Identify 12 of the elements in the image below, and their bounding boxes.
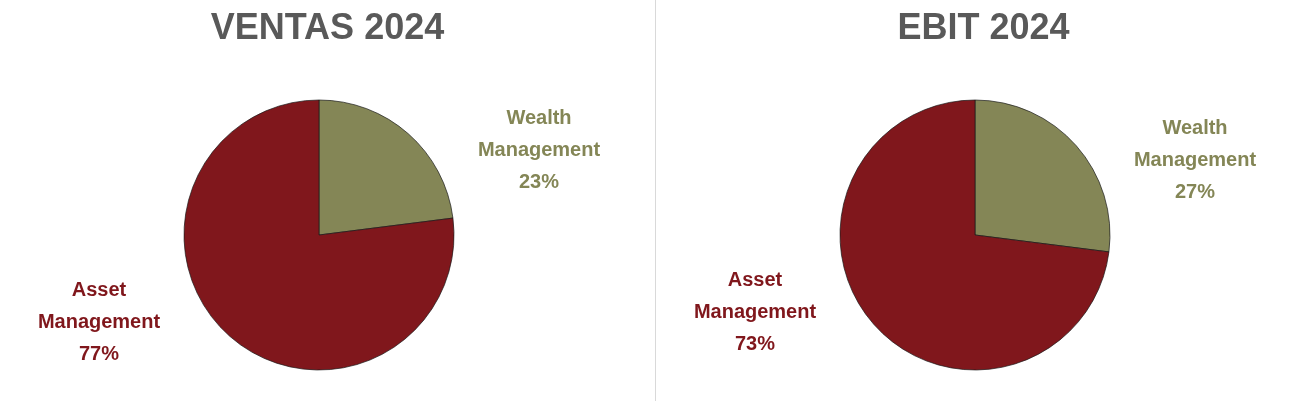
data-label: 77% bbox=[78, 342, 120, 365]
slice-label: Wealth Management bbox=[1133, 116, 1257, 171]
pie-slice bbox=[183, 99, 455, 371]
pie-slice bbox=[839, 99, 1110, 371]
data-label: 23% bbox=[518, 169, 560, 192]
slice-label: Asset Management bbox=[693, 267, 817, 322]
chart-title: EBIT 2024 bbox=[896, 6, 1071, 48]
slice-label: Wealth Management bbox=[477, 105, 601, 160]
chart-title: VENTAS 2024 bbox=[209, 6, 446, 48]
slice-label: Asset Management bbox=[37, 278, 161, 333]
data-label: 73% bbox=[734, 331, 776, 354]
data-label: 27% bbox=[1174, 180, 1216, 203]
